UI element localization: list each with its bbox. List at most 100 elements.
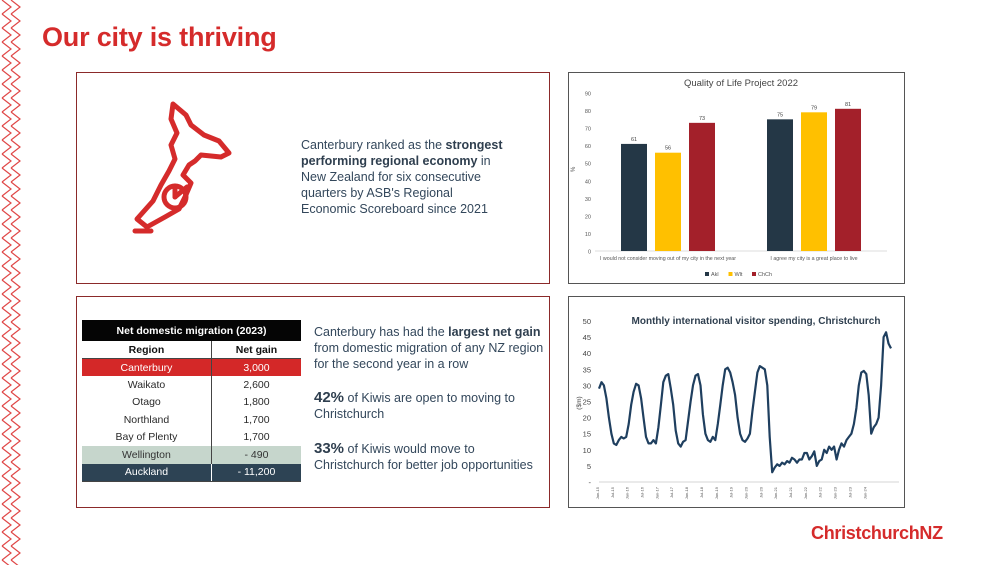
spend-y-tick-label: 30 <box>583 381 591 390</box>
qol-bar <box>801 112 827 251</box>
chevron-icon <box>1 237 21 253</box>
chevron-icon <box>1 251 21 267</box>
qol-legend-swatch <box>705 272 709 276</box>
chevron-icon <box>1 545 21 561</box>
table-row: Canterbury 3,000 <box>82 358 301 376</box>
spend-x-tick-label: Jan-16 <box>625 486 630 499</box>
cell-region: Waikato <box>127 378 166 391</box>
qol-chart-title: Quality of Life Project 2022 <box>684 78 798 89</box>
chevron-icon <box>1 391 21 407</box>
chevron-icon <box>1 517 21 533</box>
mig-p3-text: of Kiwis would move to Christchurch for … <box>314 442 533 472</box>
header-region: Region <box>82 341 212 359</box>
chevron-icon <box>1 83 21 99</box>
cell-net-gain: 1,700 <box>210 428 301 446</box>
chevron-icon <box>1 153 21 169</box>
cell-net-gain: 3,000 <box>210 358 301 376</box>
chevron-icon <box>1 405 21 421</box>
qol-data-label: 73 <box>699 116 705 122</box>
spend-y-tick-label: 25 <box>583 398 591 407</box>
spend-x-tick-label: Jul-20 <box>758 486 763 498</box>
chevron-icon <box>1 167 21 183</box>
spend-x-tick-label: Jan-15 <box>595 486 600 499</box>
chevron-icon <box>1 139 21 155</box>
chevron-icon <box>1 209 21 225</box>
spend-x-tick-label: Jul-23 <box>847 486 852 498</box>
economy-description: Canterbury ranked as the strongest perfo… <box>301 137 511 217</box>
migration-stat-net-gain: Canterbury has had the largest net gain … <box>314 324 546 372</box>
qol-y-tick-label: 0 <box>588 250 591 256</box>
table-row: Waikato 2,600 <box>82 376 301 394</box>
chevron-icon <box>1 27 21 43</box>
qol-y-tick-label: 80 <box>585 109 591 115</box>
economy-text-before: Canterbury ranked as the <box>301 138 446 152</box>
chevron-icon <box>1 307 21 323</box>
mig-p1-after: from domestic migration of any NZ region… <box>314 341 544 371</box>
table-row: Otago 1,800 <box>82 393 301 411</box>
cell-region: Bay of Plenty <box>115 431 178 444</box>
qol-legend-label: ChCh <box>758 272 772 278</box>
spend-series-line <box>597 331 892 474</box>
cell-region: Northland <box>123 413 170 426</box>
chevron-icon <box>1 0 21 15</box>
chevron-icon <box>1 13 21 29</box>
quality-of-life-chart-panel: Quality of Life Project 2022 0 10 20 30 40 50 6… <box>568 72 905 284</box>
chevron-icon <box>1 447 21 463</box>
stat-pct-42: 42% <box>314 389 345 406</box>
cell-net-gain: 1,800 <box>210 393 301 411</box>
chevron-icon <box>1 349 21 365</box>
header-net-gain: Net gain <box>210 341 301 359</box>
spend-x-tick-label: Jan-21 <box>773 486 778 499</box>
qol-y-tick-label: 40 <box>585 179 591 185</box>
cell-net-gain: 2,600 <box>210 376 301 394</box>
chevron-icon <box>1 433 21 449</box>
chevron-icon <box>1 69 21 85</box>
spend-y-tick-label: 20 <box>583 414 591 423</box>
qol-y-tick-label: 30 <box>585 197 591 203</box>
spend-x-tick-label: Jul-15 <box>610 486 615 498</box>
spend-x-tick-label: Jan-24 <box>862 486 867 499</box>
qol-data-label: 56 <box>665 146 671 152</box>
chevron-icon <box>1 181 21 197</box>
spend-x-tick-label: Jul-19 <box>729 486 734 498</box>
spend-y-tick-label: 35 <box>583 365 591 374</box>
qol-y-tick-label: 60 <box>585 144 591 150</box>
table-row: Auckland - 11,200 <box>82 463 301 482</box>
qol-legend-label: Akl <box>711 272 719 278</box>
qol-legend-label: Wlt <box>735 272 743 278</box>
spend-chart-title: Monthly international visitor spending, … <box>632 316 881 327</box>
chevron-icon <box>1 321 21 337</box>
qol-y-tick-label: 20 <box>585 214 591 220</box>
cell-region: Canterbury <box>82 358 212 376</box>
qol-y-tick-label: 70 <box>585 127 591 133</box>
cell-net-gain: 1,700 <box>210 411 301 429</box>
economy-text-after: in New Zealand for six consecutive quart… <box>301 154 491 216</box>
nz-map-icon <box>132 101 232 234</box>
spend-x-tick-label: Jan-23 <box>833 486 838 499</box>
chevron-icon <box>1 475 21 491</box>
cell-region: Otago <box>132 396 161 409</box>
spend-x-tick-label: Jan-20 <box>743 486 748 499</box>
chevron-icon <box>1 265 21 281</box>
chevron-icon <box>1 363 21 379</box>
spend-y-tick-label: 45 <box>583 333 591 342</box>
migration-stat-open-to-moving: 42% of Kiwis are open to moving to Chris… <box>314 390 546 422</box>
migration-panel: Net domestic migration (2023) Region Net… <box>76 296 550 508</box>
spend-x-tick-label: Jan-17 <box>654 486 659 499</box>
qol-bar <box>767 119 793 251</box>
decorative-chevron-strip <box>1 0 21 565</box>
qol-category-label: I would not consider moving out of my ci… <box>600 256 736 262</box>
mig-p1-bold: largest net gain <box>448 325 541 339</box>
table-row: Northland 1,700 <box>82 411 301 429</box>
spend-x-tick-label: Jul-18 <box>699 486 704 498</box>
visitor-spending-chart: Monthly international visitor spending, … <box>576 316 899 499</box>
chevron-icon <box>1 559 19 565</box>
chevron-icon <box>1 419 21 435</box>
chevron-icon <box>1 377 21 393</box>
qol-y-tick-label: 50 <box>585 162 591 168</box>
spend-x-tick-label: Jan-19 <box>714 486 719 499</box>
chevron-icon <box>1 279 21 295</box>
chevron-icon <box>1 97 21 113</box>
qol-legend-swatch <box>752 272 756 276</box>
spend-y-axis-label: ($m) <box>576 396 583 409</box>
